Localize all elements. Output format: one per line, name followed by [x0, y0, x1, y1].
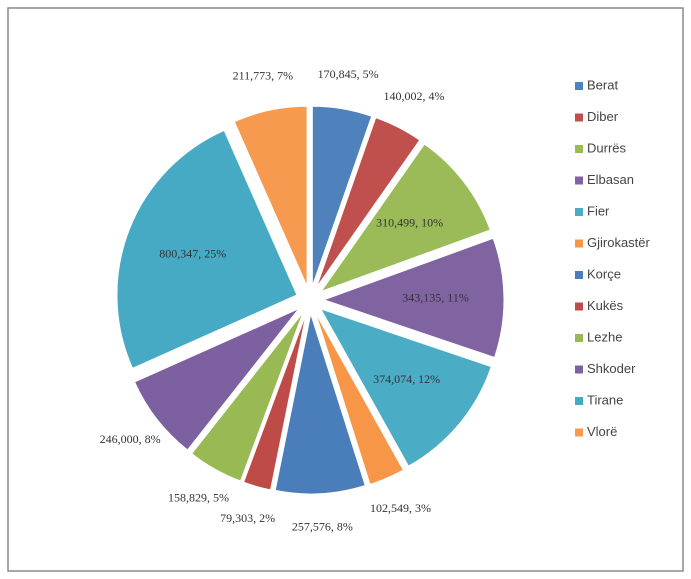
data-label: 257,576, 8% [292, 519, 353, 533]
legend-label: Elbasan [587, 172, 634, 187]
legend-label: Durrës [587, 140, 627, 155]
legend-label: Berat [587, 77, 618, 92]
legend-swatch [575, 271, 583, 279]
data-label: 800,347, 25% [159, 247, 226, 261]
legend-label: Shkoder [587, 361, 636, 376]
legend-swatch [575, 145, 583, 153]
legend-label: Vlorë [587, 424, 617, 439]
legend-swatch [575, 334, 583, 342]
data-label: 310,499, 10% [376, 215, 443, 229]
data-label: 79,303, 2% [220, 511, 275, 525]
pie-slice [133, 308, 300, 451]
legend-label: Korçe [587, 266, 621, 281]
data-label: 170,845, 5% [318, 67, 379, 81]
legend-swatch [575, 176, 583, 185]
pie-slice [274, 311, 366, 495]
legend-label: Kukës [587, 298, 624, 313]
legend-label: Diber [587, 109, 619, 124]
pie-slice [319, 308, 492, 467]
legend-label: Tirane [587, 392, 623, 407]
data-label: 158,829, 5% [168, 491, 229, 505]
legend-swatch [575, 239, 583, 248]
legend-swatch [575, 82, 583, 90]
legend-swatch [575, 208, 583, 216]
legend-swatch [575, 428, 583, 437]
legend-swatch [575, 113, 583, 122]
legend-swatch [575, 365, 583, 374]
legend-label: Gjirokastër [587, 235, 651, 250]
pie-slice [191, 311, 304, 482]
data-label: 246,000, 8% [100, 432, 161, 446]
pie-slice [315, 116, 421, 288]
pie-slice [116, 129, 298, 369]
pie-slice [315, 312, 404, 486]
legend-label: Fier [587, 203, 610, 218]
legend-label: Lezhe [587, 329, 622, 344]
pie-slice [242, 313, 307, 491]
data-label: 102,549, 3% [370, 501, 431, 515]
data-label: 211,773, 7% [233, 69, 294, 83]
legend-swatch [575, 302, 583, 311]
pie-slice [319, 143, 491, 293]
pie-slice [311, 105, 373, 287]
data-label: 343,135, 11% [402, 290, 469, 304]
legend-swatch [575, 397, 583, 405]
data-label: 374,074, 12% [373, 372, 440, 386]
pie-slice [322, 237, 505, 359]
pie-slice [233, 105, 308, 287]
data-label: 140,002, 4% [383, 89, 444, 103]
